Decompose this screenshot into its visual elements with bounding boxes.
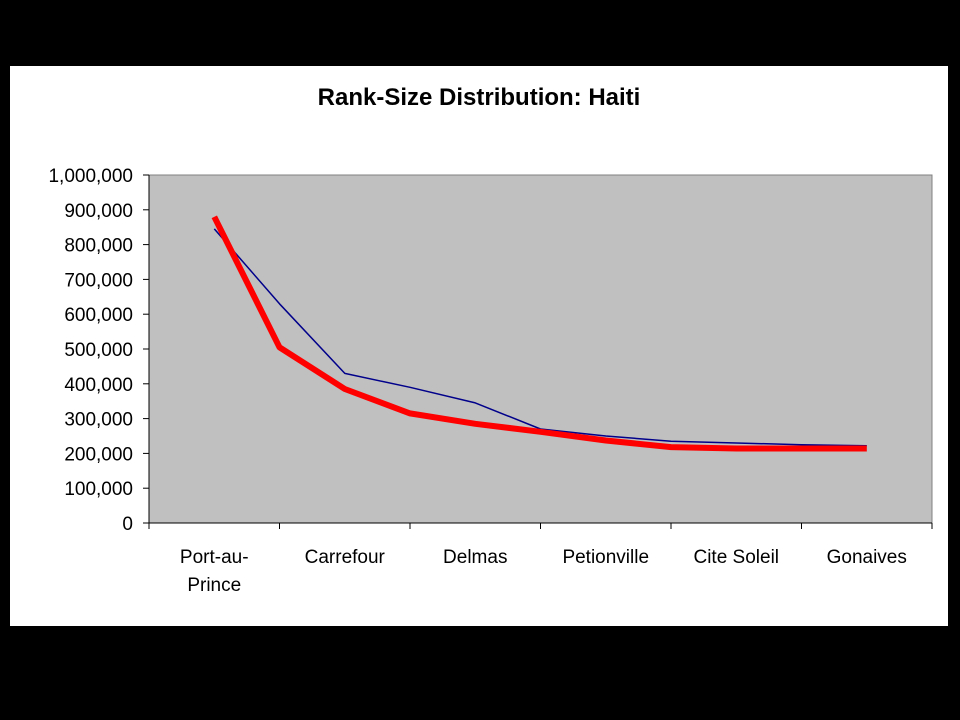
x-tick-label: Prince <box>187 575 241 596</box>
y-tick-label: 300,000 <box>64 410 133 431</box>
y-tick-label: 200,000 <box>64 444 133 465</box>
y-tick-label: 600,000 <box>64 305 133 326</box>
y-tick-label: 700,000 <box>64 270 133 291</box>
x-tick-label: Port-au- <box>180 547 249 568</box>
y-tick-label: 1,000,000 <box>48 166 133 187</box>
x-tick-label: Gonaives <box>827 547 907 568</box>
plot-area <box>148 174 933 524</box>
x-tick-label: Delmas <box>443 547 507 568</box>
chart-svg: 0 100,000 200,000 300,000 400,000 500,000 600,… <box>48 166 933 596</box>
y-tick-label: 500,000 <box>64 340 133 361</box>
y-tick-label: 900,000 <box>64 201 133 222</box>
chart-panel: Rank-Size Distribution: Haiti 0 100,000 20… <box>10 66 948 626</box>
y-tick-label: 100,000 <box>64 479 133 500</box>
series-line-2 <box>211 215 867 452</box>
x-tick-label: Carrefour <box>305 547 386 568</box>
chart-title: Rank-Size Distribution: Haiti <box>317 84 641 111</box>
x-tick-label: Petionville <box>562 547 649 568</box>
y-tick-label: 800,000 <box>64 236 133 257</box>
x-tick-label: Cite Soleil <box>693 547 779 568</box>
y-tick-label: 400,000 <box>64 375 133 396</box>
y-tick-label: 0 <box>122 514 133 535</box>
